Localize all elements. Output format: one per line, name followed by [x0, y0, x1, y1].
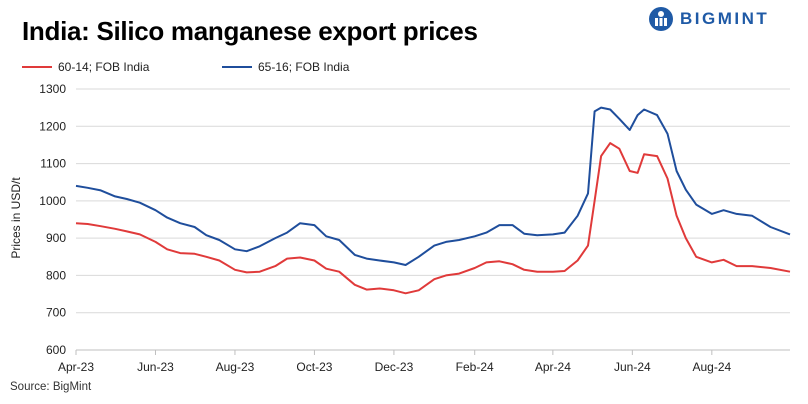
x-tick-label: Jun-23: [137, 360, 174, 374]
series-group: [75, 106, 791, 295]
y-tick-label: 1300: [39, 82, 66, 96]
x-axis: Apr-23 Jun-23 Aug-23 Oct-23 Dec-23 Feb-24 Apr-…: [58, 350, 731, 374]
bigmint-logo-text: BIGMINT: [680, 9, 770, 28]
x-tick-label: Jun-24: [614, 360, 651, 374]
y-tick-label: 1100: [40, 157, 66, 171]
y-tick-label: 900: [46, 231, 66, 245]
grid: [76, 88, 790, 351]
y-tick-label: 800: [46, 268, 66, 282]
chart-title: India: Silico manganese export prices: [22, 16, 478, 46]
series-line-2: [75, 106, 791, 266]
legend: 60-14; FOB India 65-16; FOB India: [22, 60, 350, 74]
legend-label-2: 65-16; FOB India: [258, 60, 350, 74]
y-axis-title: Prices in USD/t: [9, 177, 23, 259]
x-tick-label: Aug-24: [692, 360, 731, 374]
y-tick-label: 600: [46, 343, 66, 357]
x-tick-label: Apr-23: [58, 360, 94, 374]
y-tick-label: 1200: [39, 119, 66, 133]
y-tick-label: 1000: [39, 194, 66, 208]
series-line-1: [75, 142, 791, 295]
x-tick-label: Oct-23: [296, 360, 332, 374]
bigmint-logo: BIGMINT: [648, 6, 769, 32]
x-tick-label: Aug-23: [216, 360, 255, 374]
bigmint-logo-icon: [649, 7, 673, 31]
x-tick-label: Feb-24: [456, 360, 494, 374]
x-tick-label: Apr-24: [535, 360, 571, 374]
y-axis: 600 700 800 900 1000 1100 1200 1300: [39, 82, 790, 357]
source-note: Source: BigMint: [10, 381, 92, 393]
x-tick-label: Dec-23: [375, 360, 414, 374]
y-tick-label: 700: [46, 306, 66, 320]
legend-label-1: 60-14; FOB India: [58, 60, 150, 74]
